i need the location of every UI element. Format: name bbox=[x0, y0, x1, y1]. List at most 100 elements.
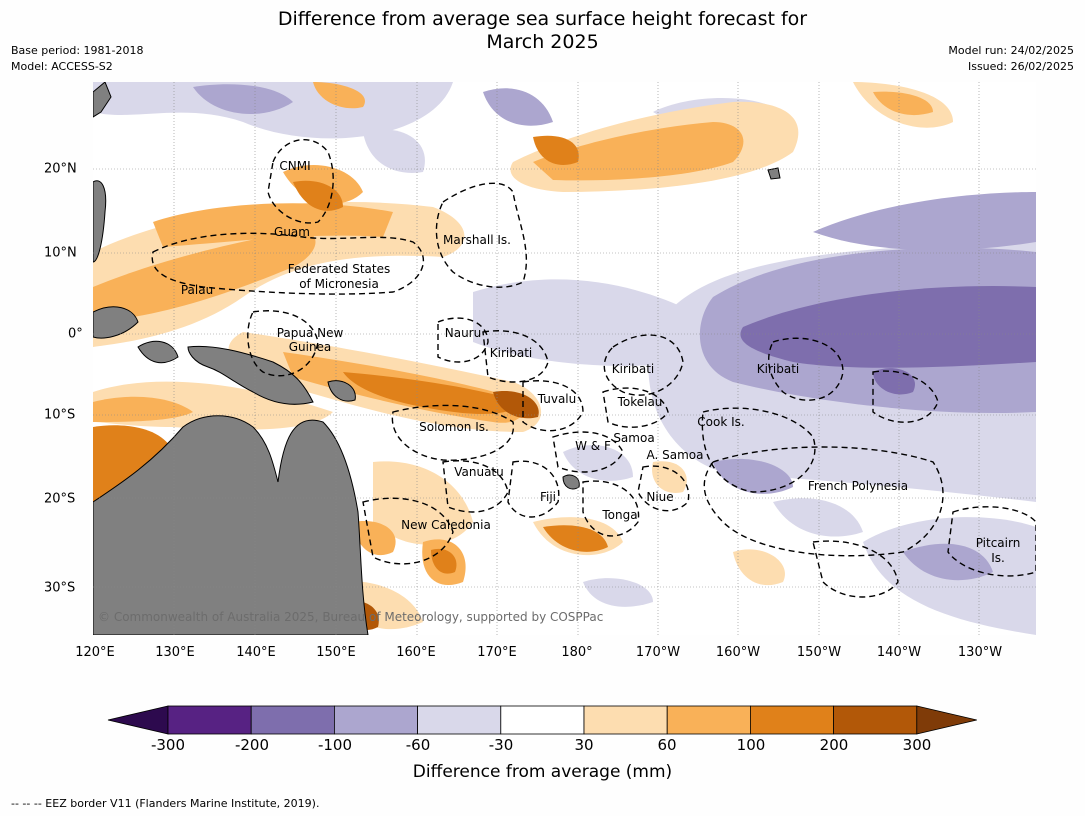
label-fiji: Fiji bbox=[540, 490, 556, 504]
label-png-2: Guinea bbox=[289, 340, 332, 354]
colorbar-segment bbox=[833, 705, 918, 735]
map-panel: CNMI Guam Marshall Is. Federated States … bbox=[93, 82, 1036, 635]
eez-kiribati-phoenix bbox=[603, 334, 684, 396]
colorbar-segment bbox=[250, 705, 335, 735]
lon-tick: 180° bbox=[561, 645, 593, 660]
colorbar-segment bbox=[417, 705, 502, 735]
lon-tick: 140°W bbox=[876, 645, 922, 660]
eez-new-caledonia bbox=[362, 497, 454, 565]
eez-samoa bbox=[552, 431, 624, 473]
eez-borders bbox=[151, 138, 1036, 598]
lon-tick: 130°E bbox=[155, 645, 195, 660]
label-palau: Palau bbox=[181, 283, 213, 297]
colorbar-segment bbox=[750, 705, 835, 735]
label-samoa: Samoa bbox=[613, 431, 654, 445]
colorbar-tick: -100 bbox=[317, 736, 353, 754]
lon-tick: 130°W bbox=[957, 645, 1003, 660]
lat-tick: 20°S bbox=[44, 491, 76, 507]
label-cook: Cook Is. bbox=[697, 415, 744, 429]
issued-date: Issued: 26/02/2025 bbox=[967, 60, 1074, 73]
lon-tick: 150°W bbox=[796, 645, 842, 660]
colorbar-segment bbox=[500, 705, 585, 735]
label-fsm-2: of Micronesia bbox=[299, 277, 379, 291]
lon-tick: 160°E bbox=[396, 645, 436, 660]
lon-tick: 160°W bbox=[715, 645, 761, 660]
label-wallis-futuna: W & F bbox=[575, 439, 611, 453]
label-tokelau: Tokelau bbox=[617, 395, 663, 409]
colorbar bbox=[100, 700, 980, 750]
eez-cnmi bbox=[267, 138, 334, 224]
copyright-notice: © Commonwealth of Australia 2025, Bureau… bbox=[98, 610, 604, 624]
lon-tick: 120°E bbox=[75, 645, 115, 660]
colorbar-extend-low bbox=[107, 705, 169, 735]
label-marshall: Marshall Is. bbox=[443, 233, 511, 247]
meta-left: Base period: 1981-2018 Model: ACCESS-S2 bbox=[11, 43, 143, 75]
colorbar-label: Difference from average (mm) bbox=[412, 762, 673, 782]
eez-kiribati-gilbert bbox=[482, 330, 549, 383]
label-fsm-1: Federated States bbox=[288, 262, 390, 276]
eez-footnote: -- -- -- EEZ border V11 (Flanders Marine… bbox=[11, 797, 320, 810]
colorbar-tick: 60 bbox=[657, 736, 677, 754]
eez-tonga bbox=[582, 480, 640, 537]
eez-fiji bbox=[507, 460, 560, 518]
label-guam: Guam bbox=[274, 225, 310, 239]
label-kiribati-east: Kiribati bbox=[757, 362, 799, 376]
eez-tokelau bbox=[602, 387, 669, 428]
colorbar-segment bbox=[666, 705, 751, 735]
lat-tick: 0° bbox=[68, 326, 83, 342]
lat-tick: 10°N bbox=[44, 245, 77, 261]
label-american-samoa: A. Samoa bbox=[647, 448, 704, 462]
colorbar-segment bbox=[333, 705, 418, 735]
label-nauru: Nauru bbox=[445, 326, 481, 340]
label-cnmi: CNMI bbox=[279, 159, 310, 173]
lat-tick: 30°S bbox=[44, 580, 76, 596]
eez-niue bbox=[637, 465, 690, 512]
colorbar-tick: -30 bbox=[488, 736, 514, 754]
colorbar-segment bbox=[167, 705, 252, 735]
label-kiribati-west: Kiribati bbox=[490, 346, 532, 360]
map-title: Difference from average sea surface heig… bbox=[0, 8, 1085, 54]
colorbar-segment bbox=[583, 705, 668, 735]
lat-tick: 10°S bbox=[44, 407, 76, 423]
eez-french-polynesia bbox=[703, 446, 944, 557]
title-line-2: March 2025 bbox=[486, 31, 599, 53]
title-line-1: Difference from average sea surface heig… bbox=[277, 8, 808, 30]
eez-png-north bbox=[247, 310, 319, 377]
colorbar-tick: -300 bbox=[150, 736, 186, 754]
sea-height-map: CNMI Guam Marshall Is. Federated States … bbox=[93, 82, 1036, 635]
colorbar-svg bbox=[107, 705, 977, 735]
eez-kiribati-line bbox=[767, 337, 844, 401]
lon-tick: 140°E bbox=[236, 645, 276, 660]
lon-tick: 170°E bbox=[477, 645, 517, 660]
label-kiribati-central: Kiribati bbox=[612, 362, 654, 376]
colorbar-tick: 100 bbox=[736, 736, 766, 754]
colorbar-tick: -60 bbox=[405, 736, 431, 754]
meta-right: Model run: 24/02/2025 Issued: 26/02/2025 bbox=[948, 43, 1074, 75]
label-new-caledonia: New Caledonia bbox=[401, 518, 491, 532]
colorbar-tick: -200 bbox=[234, 736, 270, 754]
graticule bbox=[93, 82, 1036, 635]
colorbar-tick: 200 bbox=[819, 736, 849, 754]
land-masses bbox=[93, 82, 781, 635]
eez-pitcairn bbox=[947, 506, 1036, 577]
label-pitcairn-1: Pitcairn bbox=[976, 536, 1021, 550]
colorbar-tick: 300 bbox=[902, 736, 932, 754]
label-french-polynesia: French Polynesia bbox=[808, 479, 908, 493]
label-tuvalu: Tuvalu bbox=[537, 392, 577, 406]
label-pitcairn-2: Is. bbox=[991, 551, 1005, 565]
label-niue: Niue bbox=[646, 490, 673, 504]
lon-tick: 170°W bbox=[635, 645, 681, 660]
eez-solomon bbox=[391, 404, 515, 461]
label-vanuatu: Vanuatu bbox=[454, 465, 504, 479]
lon-tick: 150°E bbox=[316, 645, 356, 660]
eez-marshall bbox=[435, 182, 527, 288]
base-period: Base period: 1981-2018 bbox=[11, 44, 144, 57]
eez-nauru bbox=[437, 317, 489, 363]
lat-tick: 20°N bbox=[44, 161, 77, 177]
model-run: Model run: 24/02/2025 bbox=[948, 44, 1074, 57]
colorbar-tick: 30 bbox=[574, 736, 594, 754]
eez-south bbox=[812, 540, 899, 598]
label-png-1: Papua New bbox=[277, 326, 344, 340]
model-name: Model: ACCESS-S2 bbox=[11, 60, 113, 73]
place-labels: CNMI Guam Marshall Is. Federated States … bbox=[181, 159, 1020, 565]
